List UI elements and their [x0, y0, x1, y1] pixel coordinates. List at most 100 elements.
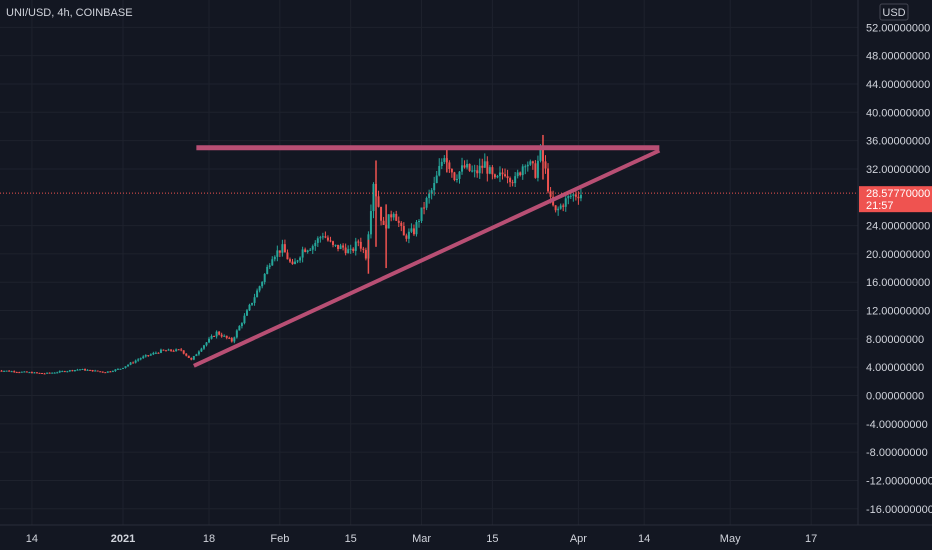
candle-body: [48, 372, 51, 374]
candle-body: [152, 352, 155, 355]
candle-body: [30, 372, 33, 374]
candle-body: [273, 256, 276, 260]
candle-body: [326, 237, 329, 241]
candle-body: [124, 366, 127, 368]
candle-body: [334, 244, 337, 246]
candle-body: [243, 315, 246, 324]
candle-body: [471, 170, 474, 172]
price-tick-label: 12.00000000: [866, 306, 930, 318]
candle-body: [357, 241, 360, 243]
candle-body: [412, 228, 415, 235]
currency-button-label: USD: [882, 7, 905, 19]
candle-body: [344, 247, 347, 254]
candle-body: [362, 248, 365, 250]
candle-body: [81, 369, 84, 371]
price-tick-label: 40.00000000: [866, 107, 930, 119]
candle-body: [256, 290, 259, 298]
candle-body: [263, 273, 266, 283]
candle-body: [574, 194, 577, 197]
candle-body: [579, 194, 582, 199]
candle-body: [519, 172, 522, 176]
candle-body: [516, 172, 519, 177]
candle-body: [296, 260, 299, 262]
price-tick-label: 24.00000000: [866, 221, 930, 233]
candle-body: [96, 370, 99, 372]
candle-body: [41, 373, 44, 375]
symbol-title: UNI/USD, 4h, COINBASE: [6, 7, 133, 19]
candle-body: [286, 252, 289, 260]
price-badge-countdown: 21:57: [866, 200, 894, 212]
candle-body: [134, 360, 137, 363]
candle-body: [539, 145, 542, 161]
ascending-trendline-line[interactable]: [193, 148, 661, 368]
candle-body: [448, 162, 451, 169]
candle-body: [28, 372, 31, 374]
candle-body: [91, 369, 94, 372]
candle-body: [430, 190, 433, 194]
time-axis[interactable]: 14 2021 18 Feb 15 Mar 15 Apr 14 May 17: [26, 533, 817, 545]
price-tick-label: 32.00000000: [866, 164, 930, 176]
candle-body: [192, 356, 195, 360]
price-tick-label: -4.00000000: [866, 419, 928, 431]
candle-body: [433, 182, 436, 191]
candle-body: [154, 352, 157, 354]
candle-body: [94, 370, 97, 372]
candle-body: [99, 371, 102, 373]
price-tick-label: 0.00000000: [866, 391, 924, 403]
price-axis[interactable]: 52.00000000 48.00000000 44.00000000 40.0000…: [866, 22, 932, 515]
time-tick-label: 17: [805, 533, 817, 545]
candle-body: [266, 266, 269, 274]
candle-body: [369, 211, 372, 235]
candle-body: [101, 371, 104, 373]
candle-body: [473, 170, 476, 172]
candle-body: [410, 228, 413, 232]
candle-body: [425, 197, 428, 208]
candle-body: [526, 164, 529, 167]
candle-body: [476, 170, 479, 174]
candle-body: [554, 205, 557, 211]
candle-body: [544, 161, 547, 169]
candle-body: [319, 237, 322, 239]
candle-body: [387, 214, 390, 229]
candle-body: [58, 371, 61, 373]
candle-body: [18, 372, 21, 374]
candle-body: [304, 249, 307, 252]
candle-body: [380, 206, 383, 221]
candle-body: [129, 362, 132, 365]
candle-body: [423, 207, 426, 209]
candle-body: [53, 372, 56, 374]
price-tick-label: 48.00000000: [866, 51, 930, 63]
candle-body: [400, 222, 403, 227]
candle-body: [331, 241, 334, 245]
candle-body: [240, 323, 243, 327]
candle-body: [122, 367, 124, 369]
candle-body: [428, 193, 431, 198]
candle-body: [337, 244, 340, 249]
candle-body: [165, 350, 168, 352]
pattern-drawings[interactable]: [193, 145, 661, 368]
candle-body: [56, 372, 59, 374]
time-tick-label: 15: [486, 533, 498, 545]
candle-body: [316, 238, 319, 243]
candle-body: [536, 160, 539, 178]
price-tick-label: 16.00000000: [866, 277, 930, 289]
price-badge-value: 28.57770000: [866, 188, 930, 200]
candle-body: [501, 172, 504, 175]
candle-body: [218, 331, 221, 335]
candle-body: [299, 257, 302, 261]
candle-body: [288, 259, 291, 262]
time-tick-label: Apr: [570, 533, 587, 545]
candle-body: [301, 249, 304, 258]
candle-body: [162, 349, 165, 351]
candle-body: [420, 207, 423, 221]
candle-body: [377, 196, 380, 207]
candle-body: [185, 353, 188, 356]
candle-body: [20, 371, 23, 373]
time-tick-label: 18: [203, 533, 215, 545]
currency-button[interactable]: USD: [879, 3, 909, 21]
candle-body: [562, 205, 565, 207]
candle-body: [278, 250, 281, 253]
candle-body: [225, 335, 228, 338]
